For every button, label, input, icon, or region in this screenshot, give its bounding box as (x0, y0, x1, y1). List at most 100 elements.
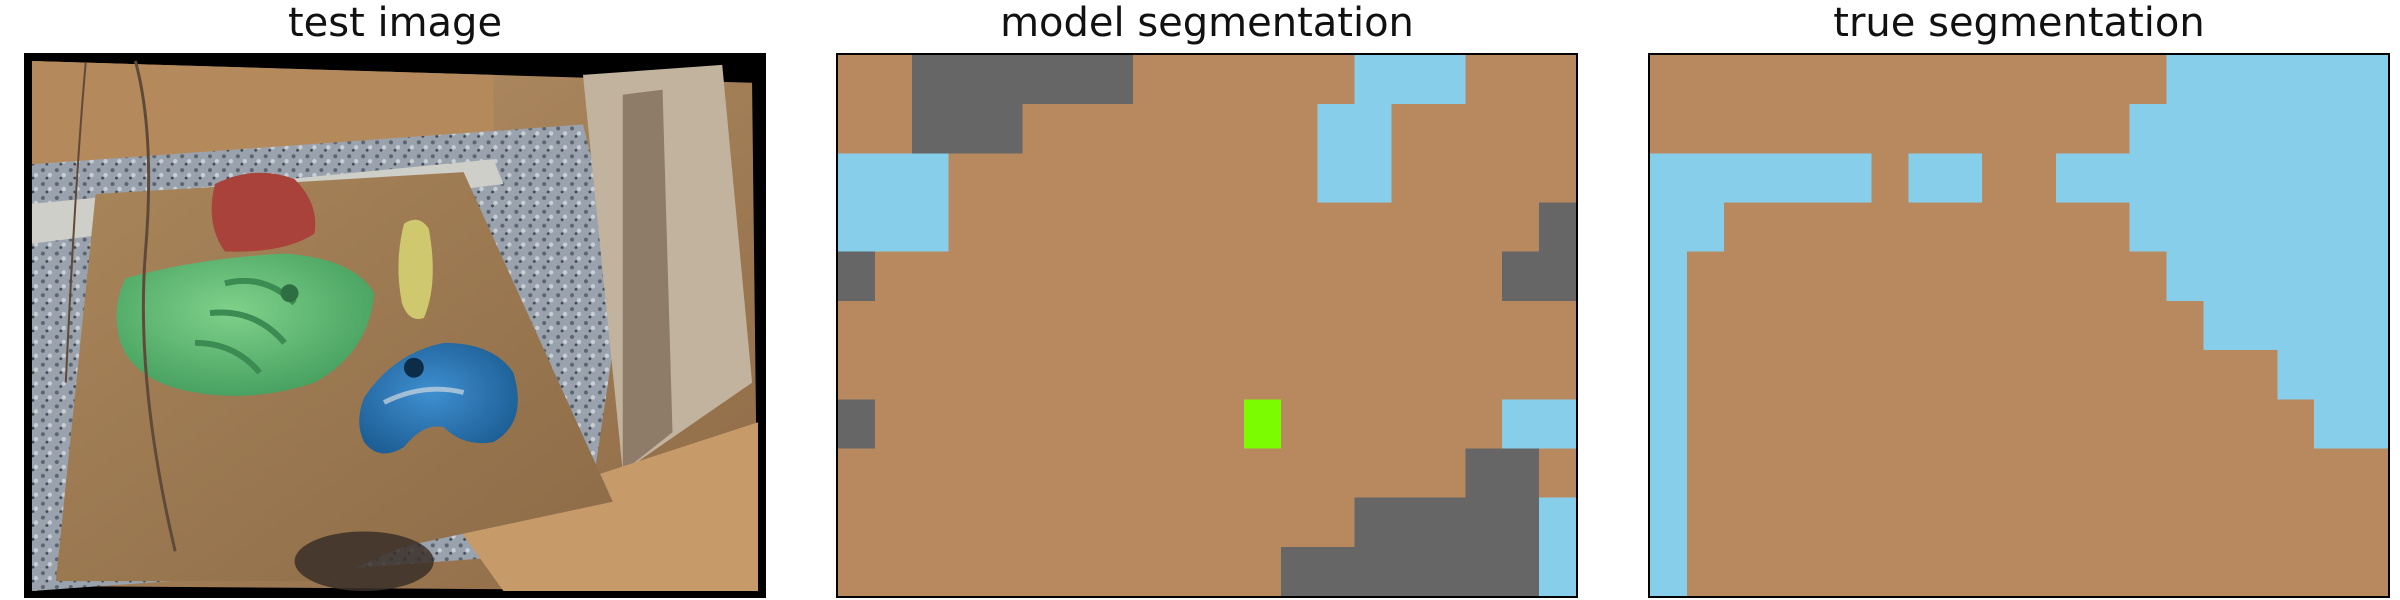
mask-cell (2314, 399, 2352, 450)
mask-cell (2277, 300, 2315, 352)
mask-cell (1059, 104, 1098, 155)
mask-cell (2240, 300, 2279, 352)
mask-cell (1797, 546, 1836, 596)
mask-cell (948, 399, 987, 450)
mask-cell (1908, 104, 1946, 155)
mask-cell (2240, 104, 2279, 155)
mask-cell (1428, 546, 1467, 596)
mask-cell (2277, 350, 2315, 401)
mask-cell (1280, 350, 1319, 401)
mask-cell (1797, 55, 1836, 106)
mask-cell (2019, 104, 2057, 155)
mask-cell (1317, 55, 1356, 106)
mask-cell (1834, 153, 1873, 204)
mask-cell (838, 153, 876, 204)
mask-cell (1650, 300, 1688, 352)
mask-cell (1650, 55, 1688, 106)
mask-cell (838, 399, 876, 450)
mask-cell (1022, 546, 1061, 596)
mask-cell (1391, 350, 1430, 401)
mask-cell (1465, 399, 1503, 450)
mask-cell (2055, 350, 2094, 401)
mask-grid (1650, 55, 2388, 596)
mask-cell (1465, 350, 1503, 401)
mask-cell (874, 497, 913, 548)
mask-cell (1539, 399, 1576, 450)
mask-cell (2055, 546, 2094, 596)
mask-cell (1650, 399, 1688, 450)
mask-cell (1354, 350, 1393, 401)
mask-cell (2203, 546, 2242, 596)
mask-cell (1945, 153, 1983, 204)
mask-cell (2351, 448, 2388, 499)
mask-cell (1243, 104, 1282, 155)
mask-cell (1760, 448, 1799, 499)
mask-cell (1871, 251, 1910, 302)
mask-cell (1133, 55, 1171, 106)
mask-cell (1096, 202, 1134, 253)
mask-cell (838, 300, 876, 352)
mask-cell (1059, 350, 1098, 401)
mask-cell (874, 448, 913, 499)
mask-cell (1834, 104, 1873, 155)
mask-cell (1207, 153, 1245, 204)
mask-cell (1539, 300, 1576, 352)
mask-cell (1317, 546, 1356, 596)
mask-cell (1502, 497, 1540, 548)
mask-cell (1096, 55, 1134, 106)
mask-cell (2277, 104, 2315, 155)
mask-cell (874, 104, 913, 155)
mask-cell (2314, 104, 2352, 155)
mask-cell (2240, 546, 2279, 596)
mask-cell (1502, 350, 1540, 401)
mask-cell (2166, 399, 2205, 450)
mask-cell (2240, 153, 2279, 204)
mask-cell (1465, 546, 1503, 596)
mask-cell (985, 300, 1024, 352)
mask-cell (1428, 202, 1467, 253)
mask-cell (1686, 448, 1725, 499)
mask-cell (1871, 546, 1910, 596)
mask-cell (2092, 104, 2131, 155)
mask-cell (1170, 251, 1208, 302)
mask-cell (2277, 202, 2315, 253)
mask-cell (1207, 300, 1245, 352)
mask-cell (1686, 202, 1725, 253)
panel-test-image: test image (24, 0, 766, 600)
mask-cell (2351, 300, 2388, 352)
mask-cell (1465, 153, 1503, 204)
mask-cell (2092, 153, 2131, 204)
mask-cell (1170, 300, 1208, 352)
mask-cell (1059, 497, 1098, 548)
mask-cell (2019, 399, 2057, 450)
mask-cell (911, 104, 950, 155)
mask-cell (1871, 55, 1910, 106)
mask-cell (2019, 546, 2057, 596)
mask-cell (1908, 399, 1946, 450)
mask-cell (948, 448, 987, 499)
mask-cell (1280, 399, 1319, 450)
mask-cell (1243, 300, 1282, 352)
mask-cell (1797, 153, 1836, 204)
mask-cell (1170, 202, 1208, 253)
mask-cell (1871, 497, 1910, 548)
mask-cell (1170, 104, 1208, 155)
mask-cell (2277, 55, 2315, 106)
mask-cell (1317, 300, 1356, 352)
mask-cell (1908, 153, 1946, 204)
mask-cell (985, 350, 1024, 401)
mask-cell (1391, 153, 1430, 204)
mask-cell (985, 104, 1024, 155)
mask-cell (1686, 251, 1725, 302)
mask-cell (911, 350, 950, 401)
mask-cell (1945, 350, 1983, 401)
mask-cell (1428, 251, 1467, 302)
mask-cell (874, 350, 913, 401)
panel-title: test image (287, 0, 503, 46)
mask-cell (1207, 104, 1245, 155)
mask-cell (2277, 448, 2315, 499)
mask-cell (1502, 104, 1540, 155)
mask-cell (1723, 546, 1762, 596)
mask-cell (1686, 55, 1725, 106)
mask-cell (985, 251, 1024, 302)
